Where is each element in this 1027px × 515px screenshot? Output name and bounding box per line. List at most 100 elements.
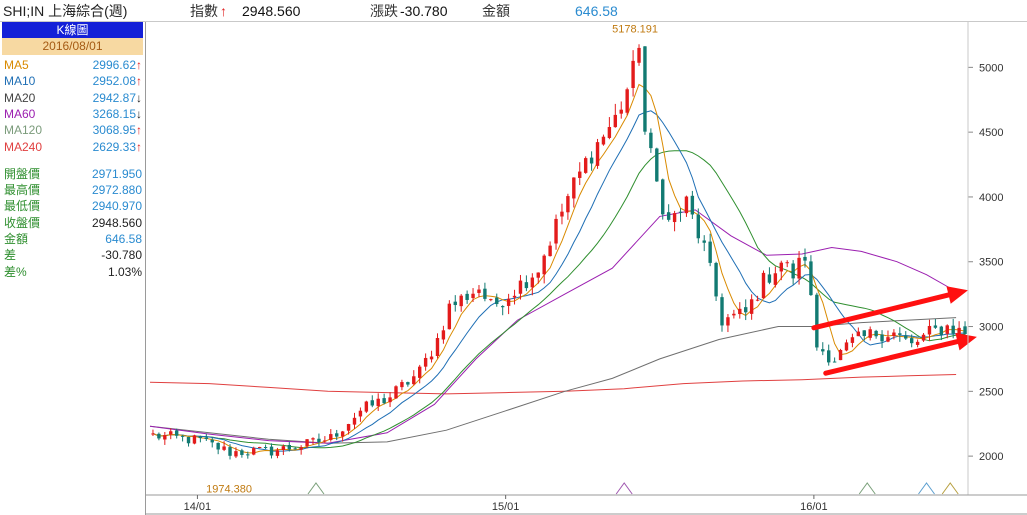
- candle-body: [323, 440, 327, 442]
- candle-body: [293, 448, 297, 450]
- candle-body: [489, 299, 493, 301]
- candle-body: [672, 213, 677, 223]
- y-tick-label: 4500: [979, 127, 1003, 139]
- candle-body: [281, 446, 286, 451]
- up-arrow-icon: ↑: [136, 74, 142, 89]
- candle-body: [447, 303, 452, 330]
- candle-body: [963, 326, 967, 334]
- candle-body: [459, 295, 463, 307]
- candle-body: [738, 308, 742, 315]
- candle-body: [305, 439, 309, 447]
- up-arrow-icon: ↑: [136, 123, 142, 138]
- candle-body: [287, 445, 291, 450]
- y-tick-label: 4000: [979, 192, 1003, 204]
- ma-ma10-label: MA10: [4, 74, 36, 89]
- candle-body: [483, 288, 487, 299]
- candle-body: [892, 332, 896, 337]
- candle-body: [862, 330, 866, 337]
- candle-body: [607, 127, 612, 138]
- candle-body: [637, 47, 641, 63]
- stat-0-row: 開盤價 2971.950: [4, 166, 142, 182]
- trend-arrow-head-icon: [946, 286, 968, 304]
- candlestick-chart: 5178.191 1974.380 2000 2500 3000 3500 4000 450…: [146, 22, 1027, 515]
- candle-body: [352, 417, 357, 425]
- candle-body: [696, 214, 700, 239]
- trend-arrows: [811, 286, 977, 376]
- up-arrow-icon: ↑: [136, 58, 142, 72]
- candle-body: [400, 382, 404, 388]
- panel-title[interactable]: K線圖: [2, 22, 143, 38]
- stat-1-row: 最高價 2972.880: [4, 182, 142, 198]
- info-panel: K線圖 2016/08/01 MA5 2996.62↑ MA10 2952.08↑ MA…: [0, 22, 146, 515]
- candle-body: [441, 330, 446, 340]
- down-arrow-icon: ↓: [136, 106, 142, 121]
- candle-body: [554, 218, 558, 244]
- candle-body: [536, 272, 540, 278]
- candle-body: [720, 297, 724, 326]
- candle-body: [329, 434, 333, 440]
- candle-body: [690, 195, 695, 215]
- candle-body: [886, 337, 890, 342]
- candle-body: [240, 450, 244, 455]
- candle-body: [566, 196, 570, 213]
- amount-label: 金額: [482, 3, 510, 19]
- stat-3-row: 收盤價 2948.560: [4, 215, 142, 231]
- candle-body: [192, 435, 197, 444]
- ma-ma60-value: 3268.15↓: [92, 106, 142, 121]
- y-tick-label: 5000: [979, 62, 1003, 74]
- candle-body: [678, 211, 683, 213]
- ma-ma10-row: MA10 2952.08↑: [4, 73, 142, 89]
- up-arrow-icon: ↑: [136, 139, 142, 154]
- candle-body: [643, 46, 647, 132]
- candle-body: [744, 307, 748, 313]
- candle-body: [951, 325, 955, 334]
- candle-body: [435, 338, 440, 357]
- symbol-title: SHI;IN 上海綜合(週): [3, 3, 128, 19]
- candle-body: [933, 325, 938, 328]
- candle-body: [210, 439, 214, 443]
- candle-body: [815, 294, 819, 348]
- candle-body: [838, 349, 843, 361]
- candle-body: [767, 274, 772, 283]
- bottom-marker-icon: [941, 482, 959, 495]
- ma-ma240-value: 2629.33↑: [92, 139, 142, 154]
- candle-body: [157, 433, 161, 439]
- amount-value: 646.58: [575, 3, 618, 19]
- ma-ma120-row: MA120 3068.95↑: [4, 122, 142, 138]
- candle-body: [412, 376, 416, 385]
- candle-body: [453, 301, 457, 306]
- candle-body: [364, 401, 369, 412]
- trend-arrow-line: [811, 292, 952, 331]
- candle-body: [945, 325, 949, 334]
- candle-body: [601, 136, 606, 145]
- ma-ma240-label: MA240: [4, 139, 43, 154]
- index-label: 指數: [190, 3, 218, 19]
- trend-arrow-head-icon: [955, 332, 977, 351]
- down-arrow-icon: ↓: [136, 90, 142, 105]
- annotation-label: 1974.380: [206, 483, 252, 495]
- trend-arrow-line: [823, 339, 960, 376]
- candle-body: [358, 410, 363, 417]
- stat-4-row: 金額 646.58: [4, 231, 142, 247]
- stat-2-label: 最低價: [4, 199, 41, 214]
- candle-body: [684, 196, 689, 214]
- candle-body: [761, 272, 766, 299]
- x-tick-label: 14/01: [184, 501, 212, 513]
- candle-body: [927, 325, 932, 335]
- candle-body: [844, 342, 849, 351]
- bottom-marker-icon: [918, 482, 935, 495]
- ma-ma5-value: 2996.62↑: [92, 58, 142, 72]
- candle-body: [803, 256, 807, 261]
- candle-body: [542, 255, 546, 275]
- stat-5-value: -30.780: [101, 248, 142, 263]
- ma-ma60-row: MA60 3268.15↓: [4, 106, 142, 122]
- stat-6-row: 差% 1.03%: [4, 264, 142, 280]
- bottom-marker-icon: [858, 482, 876, 495]
- candles: [151, 44, 967, 460]
- candle-body: [856, 331, 861, 337]
- candle-body: [589, 157, 594, 164]
- stat-3-label: 收盤價: [4, 215, 41, 230]
- candle-body: [340, 431, 345, 437]
- candle-body: [583, 158, 588, 173]
- candle-body: [346, 424, 351, 431]
